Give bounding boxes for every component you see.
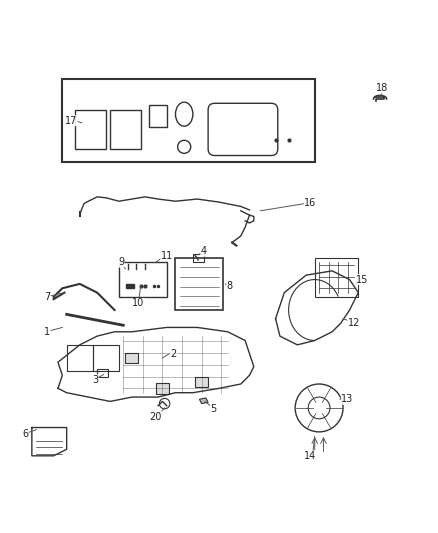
Text: 1: 1 [44, 327, 50, 337]
Bar [75, 110, 106, 149]
Text: 5: 5 [211, 404, 217, 414]
Text: 15: 15 [357, 274, 369, 285]
Bar [315, 258, 358, 297]
Text: 18: 18 [376, 83, 389, 93]
Text: 12: 12 [348, 318, 360, 328]
Text: 11: 11 [161, 251, 173, 261]
Text: 20: 20 [150, 411, 162, 422]
Bar [176, 258, 223, 310]
Text: 4: 4 [201, 246, 207, 256]
Bar [119, 262, 167, 297]
Text: 6: 6 [22, 429, 28, 439]
Text: 10: 10 [132, 298, 145, 309]
Bar [62, 79, 315, 162]
Bar [125, 353, 138, 363]
Bar [156, 383, 169, 393]
Text: 7: 7 [44, 292, 50, 302]
Text: 9: 9 [118, 257, 124, 267]
Text: 2: 2 [170, 349, 177, 359]
Bar [67, 345, 93, 371]
Bar [193, 254, 204, 262]
Bar [97, 369, 108, 377]
Polygon shape [199, 398, 208, 403]
Text: 17: 17 [65, 116, 77, 126]
Text: 13: 13 [341, 394, 353, 404]
Text: 16: 16 [304, 198, 317, 208]
Text: 3: 3 [92, 375, 98, 385]
Text: 14: 14 [304, 451, 317, 461]
Bar [195, 377, 208, 387]
Bar [149, 106, 167, 127]
Bar [110, 110, 141, 149]
Bar [93, 345, 119, 371]
Text: 8: 8 [227, 281, 233, 291]
